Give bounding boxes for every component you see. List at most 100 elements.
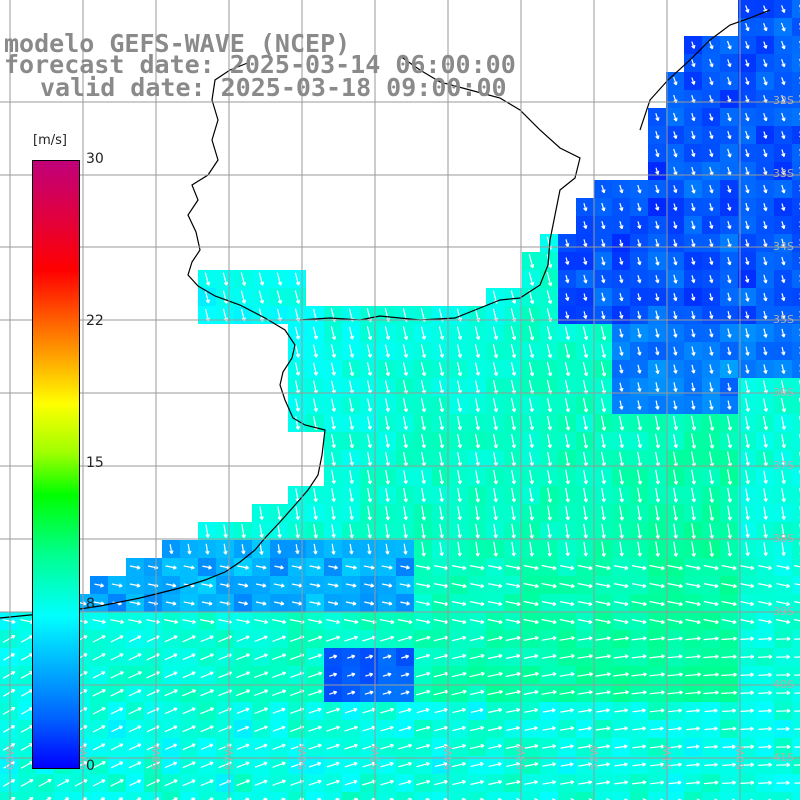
wind-arrow bbox=[776, 601, 791, 606]
wind-arrow bbox=[439, 469, 444, 485]
wind-arrow bbox=[164, 653, 178, 661]
wind-arrow bbox=[709, 257, 714, 266]
wind-arrow bbox=[655, 256, 660, 266]
wind-arrow bbox=[794, 710, 800, 712]
wind-arrow bbox=[745, 470, 750, 485]
wind-arrow bbox=[128, 653, 142, 661]
wind-arrow bbox=[583, 239, 588, 248]
wind-arrow bbox=[667, 654, 683, 659]
wind-arrow bbox=[523, 635, 539, 641]
wind-arrow bbox=[740, 654, 755, 660]
wind-arrow bbox=[745, 506, 750, 520]
wind-arrow bbox=[200, 725, 214, 733]
wind-speed-cell bbox=[360, 792, 378, 800]
wind-arrow bbox=[686, 726, 701, 731]
wind-arrow bbox=[469, 583, 485, 588]
model-title: modelo GEFS-WAVE (NCEP) bbox=[4, 29, 351, 58]
wind-arrow bbox=[367, 452, 372, 467]
wind-arrow bbox=[258, 290, 265, 304]
wind-arrow bbox=[421, 470, 426, 484]
wind-arrow bbox=[673, 131, 678, 140]
wind-arrow bbox=[631, 672, 647, 677]
wind-arrow bbox=[164, 671, 178, 679]
wind-arrow bbox=[673, 256, 678, 266]
wind-arrow bbox=[740, 744, 755, 750]
wind-arrow bbox=[763, 41, 768, 49]
wind-speed-cell bbox=[18, 792, 36, 800]
wind-arrow bbox=[240, 290, 247, 304]
wind-arrow bbox=[655, 274, 660, 284]
wind-arrow bbox=[313, 362, 318, 376]
wind-arrow bbox=[690, 415, 697, 431]
wind-arrow bbox=[457, 433, 462, 449]
wind-arrow bbox=[399, 583, 411, 588]
wind-arrow bbox=[691, 257, 696, 265]
wind-arrow bbox=[456, 344, 463, 358]
wind-arrow bbox=[469, 635, 485, 642]
wind-arrow bbox=[38, 779, 52, 787]
wind-arrow bbox=[541, 690, 557, 695]
wind-arrow bbox=[547, 541, 552, 557]
longitude-label: 60W bbox=[4, 745, 17, 770]
wind-arrow bbox=[619, 275, 624, 284]
wind-arrow bbox=[45, 797, 52, 800]
wind-arrow bbox=[329, 690, 338, 695]
wind-arrow bbox=[781, 167, 786, 175]
wind-arrow bbox=[182, 653, 196, 661]
wind-arrow bbox=[367, 469, 372, 485]
wind-arrow bbox=[276, 272, 283, 286]
wind-arrow bbox=[487, 725, 503, 732]
wind-arrow bbox=[637, 184, 642, 194]
wind-arrow bbox=[745, 524, 750, 538]
wind-arrow bbox=[420, 362, 427, 377]
wind-arrow bbox=[582, 397, 589, 413]
wind-arrow bbox=[92, 707, 106, 715]
wind-arrow bbox=[727, 505, 732, 521]
wind-arrow bbox=[272, 779, 286, 786]
wind-arrow bbox=[722, 744, 736, 750]
wind-arrow bbox=[309, 583, 321, 588]
wind-arrow bbox=[758, 726, 772, 732]
wind-arrow bbox=[758, 601, 773, 606]
wind-arrow bbox=[673, 505, 678, 521]
wind-arrow bbox=[781, 524, 786, 539]
wind-arrow bbox=[601, 202, 606, 212]
wind-arrow bbox=[758, 619, 772, 624]
wind-arrow bbox=[560, 708, 574, 713]
wind-arrow bbox=[649, 600, 665, 607]
wind-arrow bbox=[619, 184, 624, 194]
wind-arrow bbox=[382, 690, 392, 695]
wind-arrow bbox=[776, 726, 790, 732]
wind-arrow bbox=[277, 524, 282, 538]
wind-arrow bbox=[619, 400, 624, 410]
wind-speed-cell bbox=[414, 792, 432, 800]
wind-arrow bbox=[416, 761, 430, 768]
wind-arrow bbox=[721, 654, 737, 659]
wind-arrow bbox=[164, 761, 178, 769]
wind-arrow bbox=[273, 601, 285, 606]
wind-arrow bbox=[739, 565, 755, 570]
wind-arrow bbox=[763, 292, 768, 302]
wind-arrow bbox=[727, 382, 732, 392]
wind-arrow bbox=[400, 601, 410, 606]
wind-arrow bbox=[272, 619, 287, 624]
wind-arrow bbox=[402, 362, 409, 376]
wind-arrow bbox=[93, 601, 105, 606]
wind-speed-cell bbox=[684, 792, 702, 800]
wind-arrow bbox=[349, 398, 354, 413]
wind-arrow bbox=[164, 689, 178, 697]
wind-arrow bbox=[111, 725, 123, 733]
wind-arrow bbox=[493, 433, 498, 449]
wind-arrow bbox=[721, 672, 738, 677]
wind-arrow bbox=[619, 203, 624, 212]
wind-arrow bbox=[763, 434, 768, 448]
wind-speed-cell bbox=[792, 378, 800, 396]
longitude-label: 55W bbox=[369, 745, 382, 770]
colorbar-unit: [m/s] bbox=[31, 133, 69, 148]
wind-arrow bbox=[547, 524, 552, 539]
wind-arrow bbox=[691, 130, 696, 140]
wind-arrow bbox=[523, 618, 539, 625]
wind-arrow bbox=[385, 469, 390, 485]
wind-arrow bbox=[523, 671, 539, 678]
wind-arrow bbox=[781, 40, 786, 50]
